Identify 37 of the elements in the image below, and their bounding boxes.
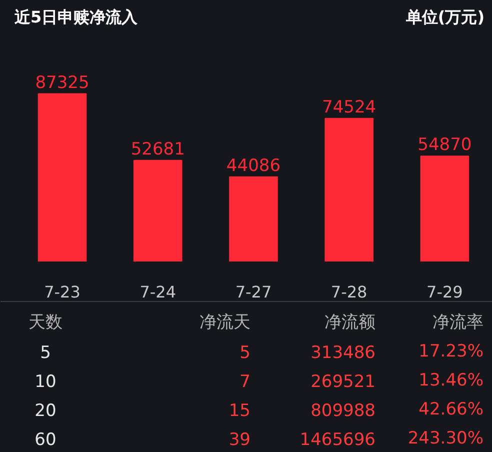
data-label: 52681 (130, 139, 185, 160)
x-tick-label: 7-27 (235, 282, 272, 302)
text: 39 (228, 430, 251, 450)
x-tick-label: 7-23 (44, 282, 80, 302)
x-tick-label: 7-29 (426, 282, 463, 302)
text: 313486 (310, 343, 376, 363)
text: 5 (40, 343, 51, 363)
text: 60 (34, 430, 56, 450)
text: 1465696 (300, 430, 376, 450)
text: 42.66% (418, 400, 484, 420)
data-label: 44086 (226, 156, 281, 176)
data-label: 74524 (322, 97, 376, 118)
category-label: 净流率 (432, 312, 484, 332)
bar (229, 176, 278, 262)
text: 7 (240, 372, 251, 392)
text: 17.23% (418, 342, 484, 362)
text: 809988 (310, 401, 376, 421)
text: 10 (34, 372, 56, 392)
category-label: 天数 (28, 312, 62, 332)
text: 269521 (310, 372, 376, 392)
text: 15 (228, 401, 251, 421)
text: 20 (34, 401, 56, 421)
chart-subtitle: 单位(万元) (404, 8, 484, 26)
data-label: 87325 (35, 72, 90, 93)
text: 5 (240, 343, 251, 363)
chart-title: 近5日申赎净流入 (14, 8, 139, 26)
x-tick-label: 7-28 (330, 282, 368, 302)
category-label: 净流天 (200, 312, 250, 332)
data-label: 54870 (418, 135, 472, 156)
bar (324, 118, 374, 262)
bar (133, 160, 182, 262)
text: 13.46% (418, 370, 484, 390)
text: 243.30% (408, 428, 484, 448)
x-tick-label: 7-24 (140, 282, 176, 302)
bar (38, 93, 87, 262)
bar (420, 156, 470, 262)
category-label: 净流额 (324, 312, 376, 332)
